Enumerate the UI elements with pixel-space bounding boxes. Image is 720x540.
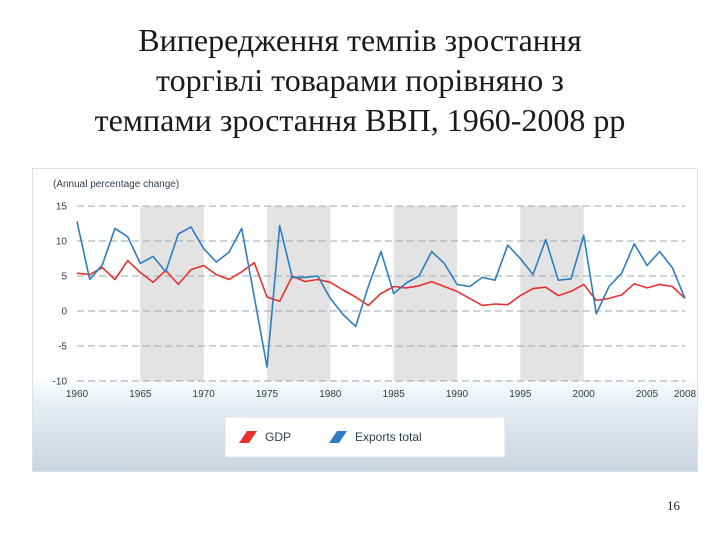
grid-lines — [77, 205, 685, 382]
x-tick-label: 1985 — [383, 389, 406, 400]
y-axis-label: (Annual percentage change) — [53, 179, 179, 190]
exports-legend-label: Exports total — [355, 430, 422, 444]
chart-panel: (Annual percentage change) 15 10 5 0 -5 -10 1… — [32, 168, 698, 472]
x-tick-label: 2008 — [674, 389, 697, 400]
x-tick-label: 1995 — [509, 389, 532, 400]
gdp-line — [76, 259, 686, 307]
x-tick-label: 1965 — [129, 389, 152, 400]
line-chart: (Annual percentage change) 15 10 5 0 -5 -10 1… — [53, 179, 697, 458]
y-tick-label: -10 — [53, 377, 68, 388]
decade-band-1975 — [267, 206, 331, 381]
y-tick-label: 10 — [56, 237, 68, 248]
y-tick-label: 15 — [56, 202, 68, 213]
y-tick-label: 5 — [61, 272, 67, 283]
page-number: 16 — [667, 498, 680, 513]
y-tick-label: 0 — [61, 307, 67, 318]
slide-title: Випередження темпів зростання торгівлі т… — [20, 20, 700, 140]
gdp-legend-label: GDP — [265, 430, 291, 444]
x-tick-label: 1990 — [446, 389, 469, 400]
legend: GDP Exports total — [224, 416, 506, 458]
x-tick-label: 1970 — [193, 389, 216, 400]
title-line-1: Випередження темпів зростання — [138, 22, 582, 58]
x-tick-label: 2000 — [573, 389, 596, 400]
exports-line — [76, 221, 686, 368]
decade-bands — [140, 206, 584, 381]
gdp-legend-swatch — [239, 431, 257, 443]
x-tick-label: 2005 — [636, 389, 659, 400]
y-tick-label: -5 — [58, 342, 67, 353]
decade-band-1985 — [393, 206, 457, 381]
series-lines — [76, 221, 686, 368]
exports-legend-swatch — [329, 431, 347, 443]
x-tick-label: 1960 — [66, 389, 89, 400]
legend-box — [224, 416, 506, 458]
title-line-3: темпами зростання ВВП, 1960-2008 рр — [94, 102, 626, 138]
decade-band-1965 — [140, 206, 204, 381]
x-tick-label: 1975 — [256, 389, 279, 400]
title-line-2: торгівлі товарами порівняно з — [156, 62, 564, 98]
y-tick-labels: 15 10 5 0 -5 -10 — [53, 202, 68, 388]
decade-band-1995 — [520, 206, 584, 381]
x-tick-label: 1980 — [319, 389, 342, 400]
x-tick-labels: 1960 1965 1970 1975 1980 1985 1990 1995 2000 2005… — [66, 389, 697, 400]
